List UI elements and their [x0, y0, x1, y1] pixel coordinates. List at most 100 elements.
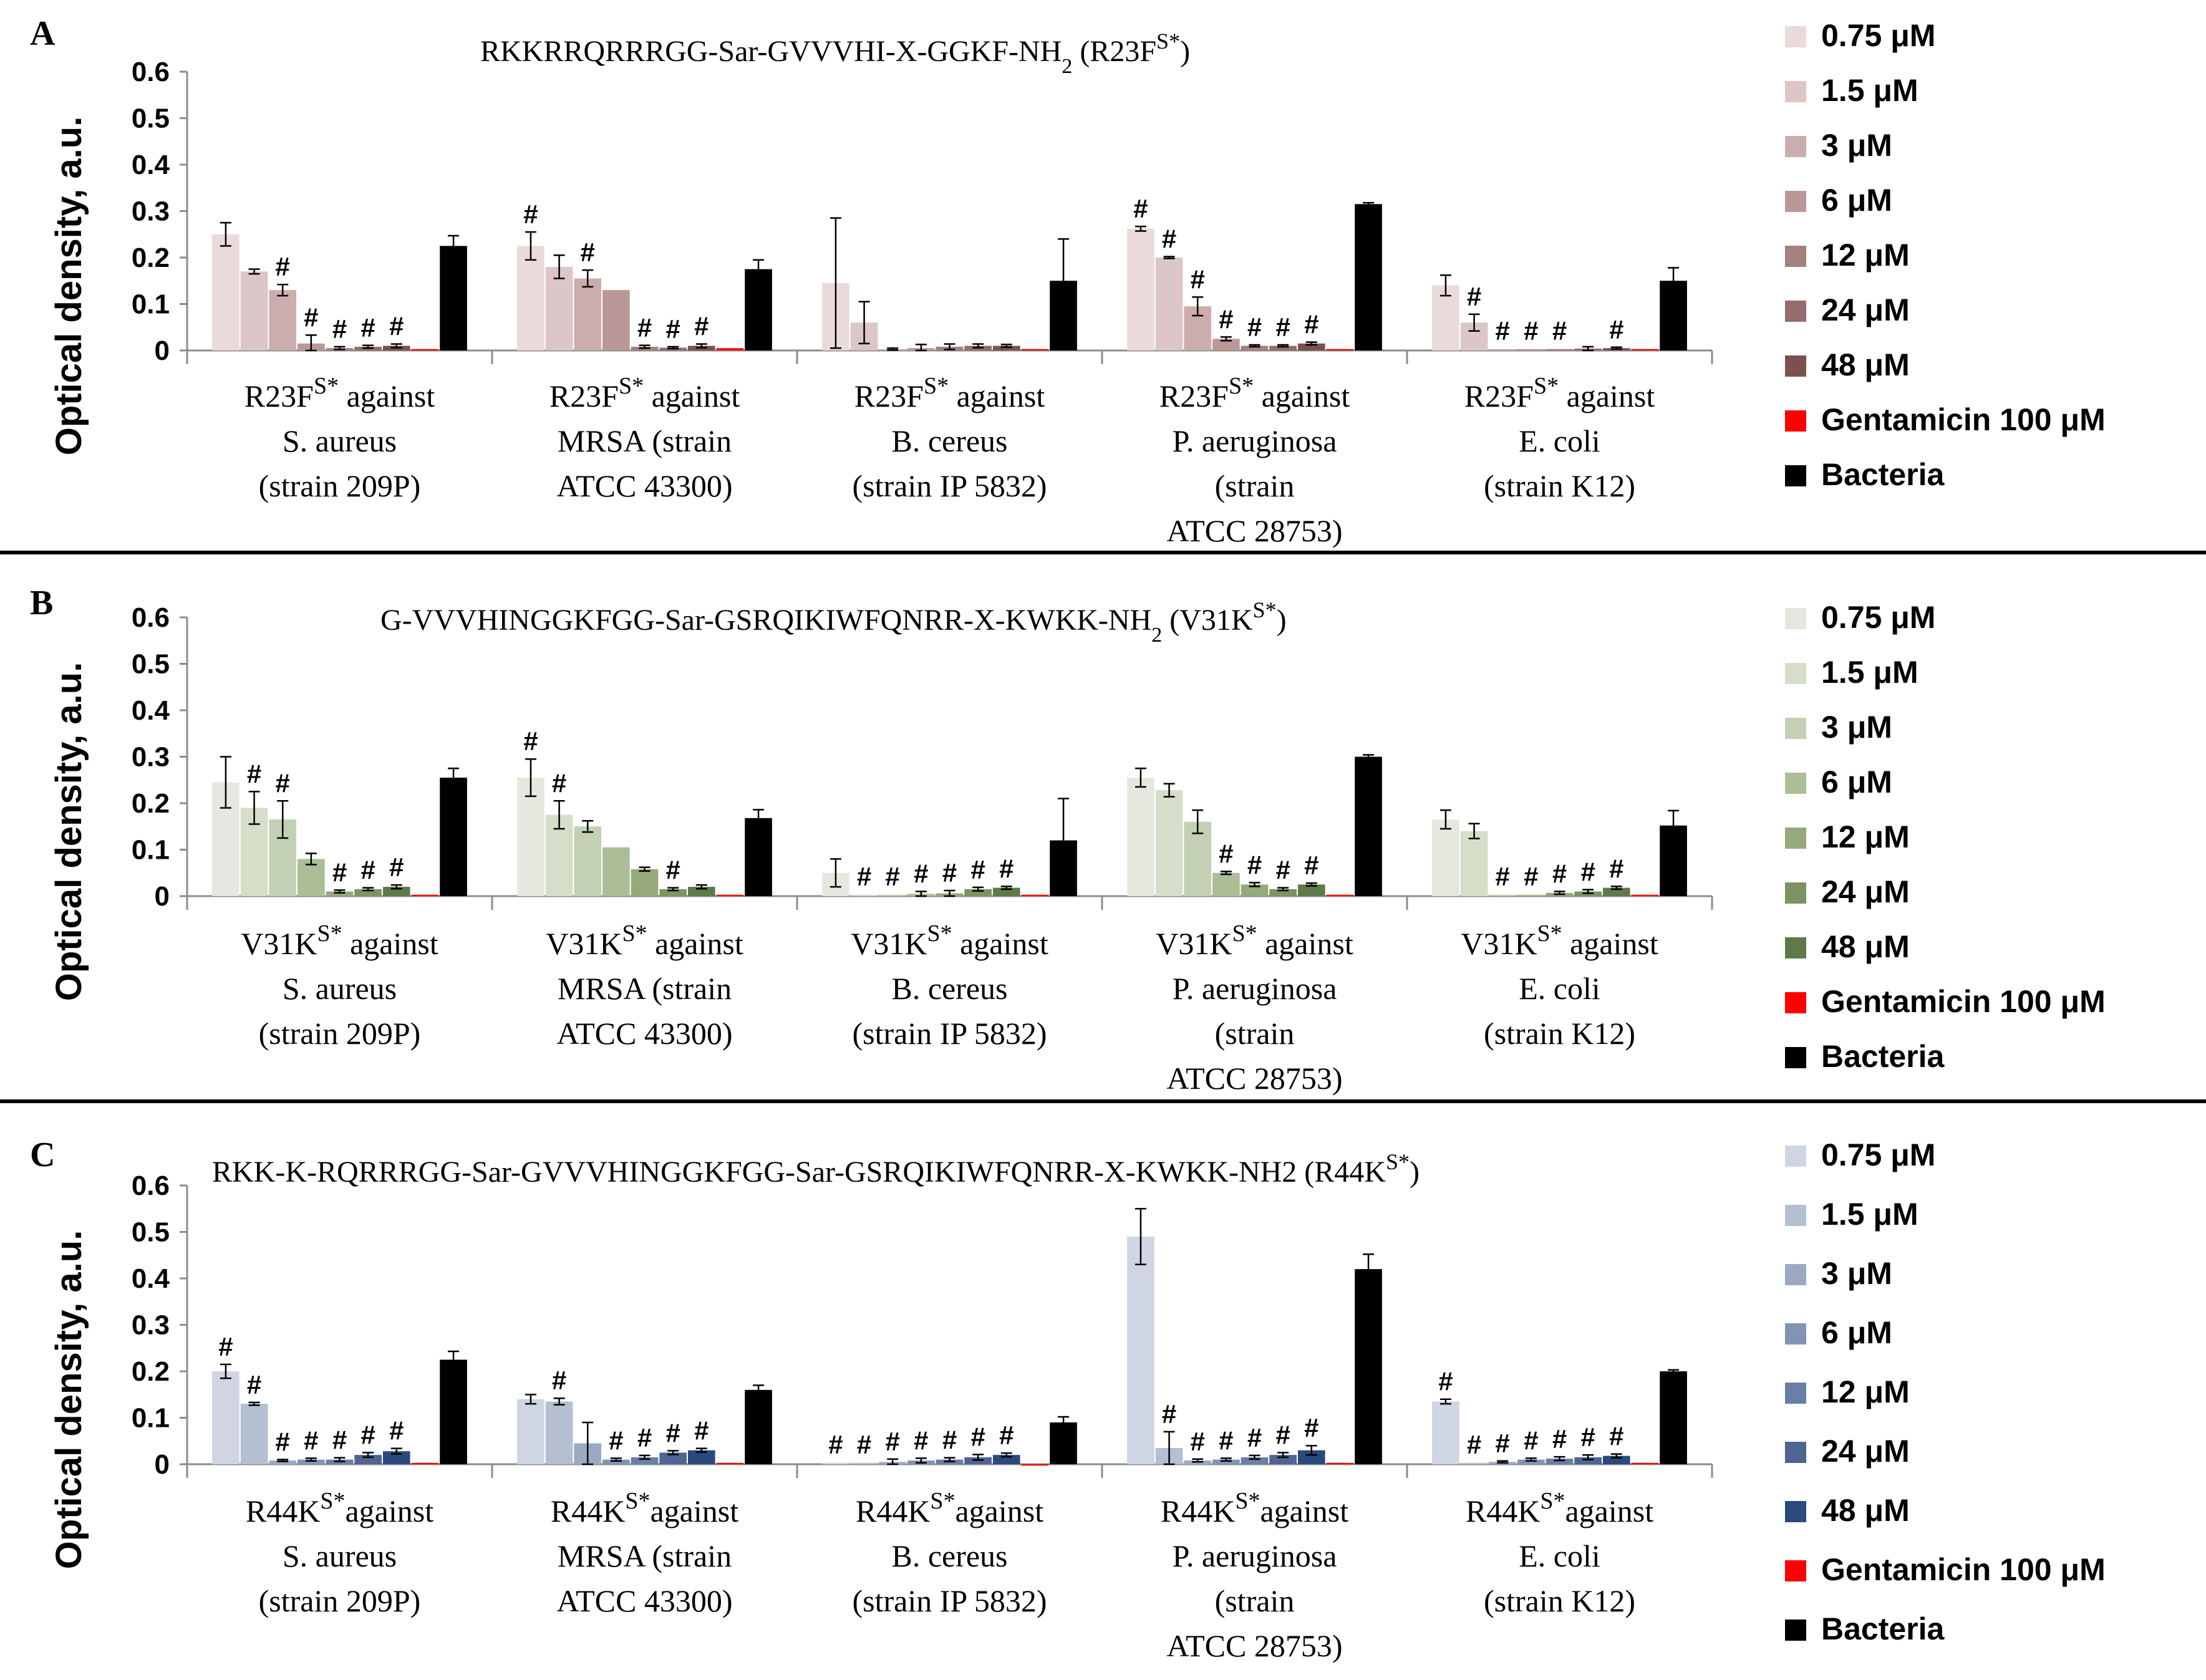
chart-title: G-VVVHINGGKFGG-Sar-GSRQIKIWFQNRR-X-KWKK-…: [380, 597, 1287, 647]
bar: [517, 246, 544, 350]
bar: [298, 1459, 325, 1464]
legend-swatch: [1785, 1264, 1806, 1285]
significance-mark: #: [523, 727, 538, 756]
bar: [354, 1455, 382, 1464]
legend-label: 0.75 μM: [1821, 600, 1935, 635]
bar: [1517, 349, 1545, 350]
category-label-line: ATCC 43300): [557, 1583, 733, 1618]
legend-label: Bacteria: [1821, 1611, 1945, 1646]
significance-mark: #: [276, 1427, 290, 1457]
legend-swatch: [1785, 828, 1806, 849]
bar: [440, 246, 467, 350]
bar: [1241, 345, 1269, 350]
category-label-line: (strain: [1215, 1016, 1295, 1051]
significance-mark: #: [1467, 282, 1481, 311]
legend-label: 6 μM: [1821, 765, 1892, 799]
significance-mark: #: [1275, 856, 1290, 885]
bar: [1489, 349, 1517, 350]
bar: [1212, 339, 1240, 350]
bar: [517, 1399, 544, 1464]
bar: [1326, 1462, 1354, 1464]
legend-swatch: [1785, 301, 1806, 322]
bar: [1297, 884, 1325, 896]
significance-mark: #: [1467, 1430, 1481, 1459]
significance-mark: #: [360, 856, 375, 885]
legend-swatch: [1785, 1560, 1806, 1581]
significance-mark: #: [276, 252, 290, 281]
bar: [545, 266, 573, 350]
legend-label: 12 μM: [1821, 238, 1910, 273]
legend-label: Bacteria: [1821, 457, 1945, 492]
category-label: R44KS*against: [246, 1488, 433, 1528]
category-label-line: (strain 209P): [259, 1583, 421, 1618]
bar: [411, 894, 439, 896]
significance-mark: #: [389, 852, 404, 882]
category-label-line: (strain IP 5832): [853, 1016, 1047, 1051]
bar: [1212, 872, 1240, 896]
legend-label: 3 μM: [1821, 1256, 1892, 1291]
significance-mark: #: [1524, 316, 1538, 345]
legend-label: 1.5 μM: [1821, 655, 1918, 690]
significance-mark: #: [332, 1426, 347, 1455]
category-label-line: (strain: [1215, 468, 1295, 503]
significance-mark: #: [694, 1416, 709, 1446]
bar: [1021, 894, 1049, 896]
y-tick-label: 0.4: [132, 150, 170, 180]
bar: [716, 894, 744, 896]
category-label: R23FS* against: [854, 373, 1045, 413]
category-label: R23FS* against: [1464, 373, 1655, 413]
significance-mark: #: [1609, 315, 1623, 344]
significance-mark: #: [523, 200, 538, 229]
bar: [687, 1450, 715, 1464]
legend-swatch: [1785, 26, 1806, 47]
y-axis-label: Optical density, a.u.: [49, 117, 89, 456]
significance-mark: #: [999, 854, 1014, 883]
bar: [1212, 1459, 1240, 1464]
significance-mark: #: [886, 862, 900, 891]
legend-swatch: [1785, 1205, 1806, 1226]
significance-mark: #: [389, 1416, 404, 1446]
bar: [879, 894, 907, 896]
bar: [411, 1462, 439, 1464]
significance-mark: #: [914, 1426, 928, 1455]
significance-mark: #: [1552, 1424, 1567, 1454]
y-tick-label: 0.3: [132, 742, 170, 773]
bar: [545, 1401, 573, 1464]
y-tick-label: 0.1: [132, 289, 170, 320]
significance-mark: #: [304, 302, 318, 332]
panel-letter: C: [30, 1136, 55, 1174]
legend-swatch: [1785, 1047, 1806, 1068]
bar: [1355, 756, 1382, 896]
legend-swatch: [1785, 81, 1806, 102]
bar: [1546, 349, 1574, 350]
significance-mark: #: [857, 1430, 871, 1459]
legend-label: 24 μM: [1821, 292, 1910, 327]
panel-letter: B: [30, 584, 53, 622]
significance-mark: #: [1247, 850, 1262, 879]
significance-mark: #: [694, 312, 709, 341]
significance-mark: #: [665, 856, 680, 885]
legend-label: 3 μM: [1821, 710, 1892, 745]
legend-label: 48 μM: [1821, 347, 1910, 382]
significance-mark: #: [1609, 854, 1623, 883]
legend-label: 12 μM: [1821, 819, 1910, 854]
y-tick-label: 0.3: [132, 196, 170, 227]
significance-mark: #: [1191, 1427, 1205, 1456]
bar: [382, 1451, 410, 1464]
legend-label: 0.75 μM: [1821, 1137, 1935, 1172]
panel-letter: A: [30, 14, 56, 53]
bar: [1127, 778, 1154, 896]
category-label-line: (strain 209P): [259, 468, 421, 503]
bar: [1241, 1457, 1269, 1464]
bar: [1460, 1462, 1488, 1464]
legend-swatch: [1785, 937, 1806, 958]
significance-mark: #: [1133, 194, 1148, 223]
significance-mark: #: [914, 859, 928, 889]
category-label-line: E. coli: [1519, 971, 1600, 1006]
legend-label: 48 μM: [1821, 1493, 1910, 1528]
significance-mark: #: [1304, 851, 1318, 880]
bar: [822, 1462, 849, 1464]
bar: [269, 290, 297, 350]
category-label-line: ATCC 43300): [557, 468, 733, 503]
significance-mark: #: [1219, 839, 1233, 869]
